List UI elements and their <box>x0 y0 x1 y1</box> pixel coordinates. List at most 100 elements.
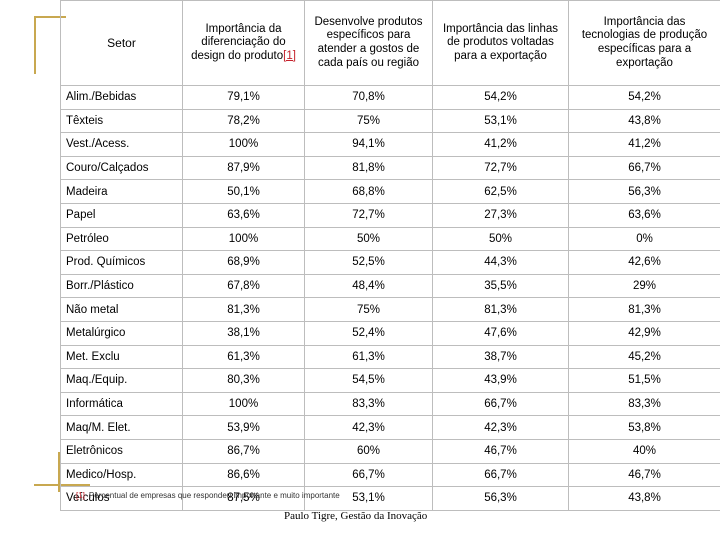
table-row: Maq/M. Elet. 53,9% 42,3% 42,3% 53,8% <box>60 415 720 440</box>
footnote-text: Percentual de empresas que respondeu imp… <box>88 491 340 500</box>
cell-export-product-lines: 66,7% <box>432 462 569 488</box>
cell-design-differentiation: 80,3% <box>182 368 305 393</box>
cell-export-product-lines: 50% <box>432 226 569 252</box>
cell-sector: Informática <box>60 391 183 417</box>
cell-design-differentiation: 50,1% <box>182 179 305 204</box>
header-export-product-lines: Importância das linhas de produtos volta… <box>432 0 569 86</box>
corner-accent-line <box>58 452 60 492</box>
header-export-technologies: Importância das tecnologias de produção … <box>568 0 720 86</box>
cell-export-product-lines: 27,3% <box>432 202 569 228</box>
header-sector: Setor <box>60 0 183 86</box>
cell-sector: Prod. Químicos <box>60 250 183 275</box>
cell-export-technologies: 42,6% <box>568 250 720 275</box>
cell-export-product-lines: 53,1% <box>432 108 569 134</box>
table-row: Medico/Hosp. 86,6% 66,7% 66,7% 46,7% <box>60 462 720 488</box>
cell-export-technologies: 54,2% <box>568 85 720 110</box>
cell-export-product-lines: 66,7% <box>432 391 569 417</box>
sector-table: Setor Importância da diferenciação do de… <box>60 0 720 511</box>
cell-export-technologies: 53,8% <box>568 415 720 440</box>
corner-accent-line <box>34 16 66 18</box>
cell-sector: Veículos <box>60 486 183 511</box>
cell-sector: Maq/M. Elet. <box>60 415 183 440</box>
table-row: Informática 100% 83,3% 66,7% 83,3% <box>60 391 720 417</box>
cell-sector: Papel <box>60 202 183 228</box>
cell-sector: Vest./Acess. <box>60 132 183 157</box>
cell-country-specific-products: 50% <box>304 226 433 252</box>
table-header-row: Setor Importância da diferenciação do de… <box>60 0 720 86</box>
cell-country-specific-products: 72,7% <box>304 202 433 228</box>
cell-sector: Não metal <box>60 297 183 322</box>
table-row: Prod. Químicos 68,9% 52,5% 44,3% 42,6% <box>60 250 720 275</box>
table-row: Met. Exclu 61,3% 61,3% 38,7% 45,2% <box>60 344 720 370</box>
cell-export-product-lines: 38,7% <box>432 344 569 370</box>
cell-design-differentiation: 100% <box>182 132 305 157</box>
cell-country-specific-products: 83,3% <box>304 391 433 417</box>
table-row: Maq./Equip. 80,3% 54,5% 43,9% 51,5% <box>60 368 720 393</box>
cell-export-product-lines: 44,3% <box>432 250 569 275</box>
table-row: Madeira 50,1% 68,8% 62,5% 56,3% <box>60 179 720 204</box>
cell-sector: Maq./Equip. <box>60 368 183 393</box>
cell-country-specific-products: 81,8% <box>304 155 433 181</box>
cell-export-product-lines: 43,9% <box>432 368 569 393</box>
cell-export-technologies: 41,2% <box>568 132 720 157</box>
cell-export-technologies: 56,3% <box>568 179 720 204</box>
cell-export-technologies: 83,3% <box>568 391 720 417</box>
cell-sector: Eletrônicos <box>60 438 183 464</box>
table-body: Alim./Bebidas 79,1% 70,8% 54,2% 54,2% Têxteis… <box>60 85 720 511</box>
footnote: [1] Percentual de empresas que respondeu … <box>76 491 340 500</box>
cell-export-technologies: 46,7% <box>568 462 720 488</box>
cell-design-differentiation: 67,8% <box>182 273 305 299</box>
cell-country-specific-products: 48,4% <box>304 273 433 299</box>
cell-sector: Petróleo <box>60 226 183 252</box>
cell-country-specific-products: 42,3% <box>304 415 433 440</box>
cell-export-product-lines: 42,3% <box>432 415 569 440</box>
cell-export-technologies: 43,8% <box>568 108 720 134</box>
cell-country-specific-products: 68,8% <box>304 179 433 204</box>
table-row: Alim./Bebidas 79,1% 70,8% 54,2% 54,2% <box>60 85 720 110</box>
table-row: Eletrônicos 86,7% 60% 46,7% 40% <box>60 438 720 464</box>
table-row: Veículos 87,5% 53,1% 56,3% 43,8% <box>60 486 720 511</box>
cell-export-product-lines: 62,5% <box>432 179 569 204</box>
slide-footer: Paulo Tigre, Gestão da Inovação <box>284 510 428 522</box>
cell-country-specific-products: 54,5% <box>304 368 433 393</box>
cell-sector: Couro/Calçados <box>60 155 183 181</box>
cell-export-product-lines: 46,7% <box>432 438 569 464</box>
cell-design-differentiation: 100% <box>182 226 305 252</box>
corner-accent-line <box>34 16 36 74</box>
cell-export-technologies: 29% <box>568 273 720 299</box>
cell-export-technologies: 81,3% <box>568 297 720 322</box>
header-country-specific-products: Desenvolve produtos específicos para ate… <box>304 0 433 86</box>
table-row: Metalúrgico 38,1% 52,4% 47,6% 42,9% <box>60 320 720 346</box>
header-design-differentiation: Importância da diferenciação do design d… <box>182 0 305 86</box>
cell-country-specific-products: 75% <box>304 297 433 322</box>
table-row: Papel 63,6% 72,7% 27,3% 63,6% <box>60 202 720 228</box>
cell-design-differentiation: 87,9% <box>182 155 305 181</box>
cell-export-technologies: 43,8% <box>568 486 720 511</box>
cell-sector: Met. Exclu <box>60 344 183 370</box>
cell-sector: Borr./Plástico <box>60 273 183 299</box>
cell-export-product-lines: 54,2% <box>432 85 569 110</box>
cell-design-differentiation: 81,3% <box>182 297 305 322</box>
header-design-differentiation-label: Importância da diferenciação do design d… <box>191 22 286 62</box>
cell-export-product-lines: 47,6% <box>432 320 569 346</box>
cell-export-technologies: 63,6% <box>568 202 720 228</box>
table-row: Vest./Acess. 100% 94,1% 41,2% 41,2% <box>60 132 720 157</box>
cell-country-specific-products: 60% <box>304 438 433 464</box>
table-row: Petróleo 100% 50% 50% 0% <box>60 226 720 252</box>
cell-design-differentiation: 100% <box>182 391 305 417</box>
cell-country-specific-products: 66,7% <box>304 462 433 488</box>
cell-sector: Têxteis <box>60 108 183 134</box>
footnote-link[interactable]: [1] <box>283 49 296 62</box>
cell-design-differentiation: 86,6% <box>182 462 305 488</box>
cell-design-differentiation: 79,1% <box>182 85 305 110</box>
cell-export-product-lines: 35,5% <box>432 273 569 299</box>
cell-export-technologies: 66,7% <box>568 155 720 181</box>
cell-sector: Madeira <box>60 179 183 204</box>
cell-country-specific-products: 61,3% <box>304 344 433 370</box>
footnote-mark[interactable]: [1] <box>76 491 85 500</box>
table-row: Borr./Plástico 67,8% 48,4% 35,5% 29% <box>60 273 720 299</box>
cell-design-differentiation: 68,9% <box>182 250 305 275</box>
cell-export-product-lines: 56,3% <box>432 486 569 511</box>
cell-country-specific-products: 75% <box>304 108 433 134</box>
cell-export-product-lines: 72,7% <box>432 155 569 181</box>
